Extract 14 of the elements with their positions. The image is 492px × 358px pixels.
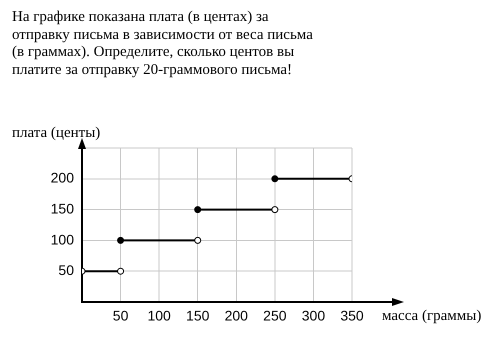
x-tick-label: 200	[224, 307, 248, 324]
x-tick-label: 50	[112, 307, 129, 324]
y-tick-label: 100	[50, 231, 74, 248]
y-tick-label: 200	[50, 170, 74, 186]
chart-title: На графике показана плата (в центах) за отправку письма в зависимости от веса письма (в граммах). Определите, сколько центов вы платите за отправку 20-граммового письма!	[12, 9, 314, 79]
y-tick-label: 150	[50, 200, 74, 216]
x-tick-label: 350	[340, 307, 364, 324]
y-axis-title: плата (центы)	[12, 125, 100, 142]
x-axis-title: масса (граммы)	[382, 308, 482, 325]
y-tick-label: 50	[58, 262, 74, 278]
x-tick-label: 150	[186, 307, 210, 324]
x-tick-label: 300	[302, 307, 326, 324]
x-tick-label: 250	[263, 307, 287, 324]
x-tick-label: 100	[147, 307, 172, 324]
